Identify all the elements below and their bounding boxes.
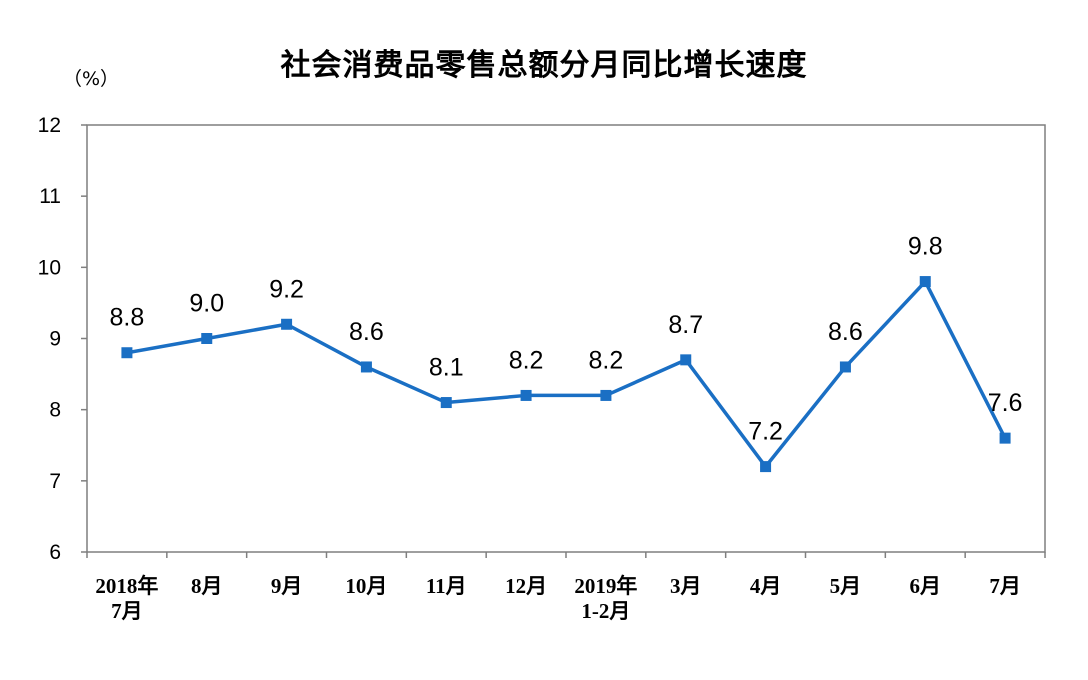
- data-point-marker: [281, 318, 293, 330]
- data-label: 9.8: [908, 233, 943, 261]
- data-label: 7.2: [748, 418, 783, 446]
- y-tick-label: 9: [49, 328, 61, 351]
- plot-area-border: [86, 124, 1046, 553]
- data-point-marker: [600, 389, 612, 401]
- data-label: 8.2: [589, 346, 624, 374]
- data-point-marker: [839, 361, 851, 373]
- x-tick-label: 7月: [111, 599, 143, 623]
- x-tick-label: 3月: [670, 574, 702, 598]
- data-point-marker: [760, 461, 772, 473]
- x-tick-label: 11月: [426, 574, 467, 598]
- data-label: 8.6: [828, 318, 863, 346]
- data-point-marker: [999, 432, 1011, 444]
- y-tick-label: 8: [49, 399, 61, 422]
- x-tick-label: 2018年: [95, 574, 158, 598]
- x-tick-label: 1-2月: [581, 599, 630, 623]
- data-label: 9.0: [189, 290, 224, 318]
- x-tick-label: 10月: [345, 574, 387, 598]
- data-label: 8.6: [349, 318, 384, 346]
- series-line: [126, 279, 1007, 469]
- data-point-marker: [680, 354, 692, 366]
- y-tick-label: 7: [49, 470, 61, 493]
- data-label: 8.2: [509, 346, 544, 374]
- y-tick-label: 10: [38, 256, 61, 279]
- data-label: 8.7: [668, 311, 703, 339]
- data-label: 9.2: [269, 275, 304, 303]
- x-tick-label: 6月: [910, 574, 942, 598]
- data-point-marker: [360, 361, 372, 373]
- data-series: 8.8 9.0 9.2 8.6 8.1 8.2 8.2 8.7 7.2 8.6 9.8 7.6: [110, 233, 1023, 473]
- y-tick-label: 12: [38, 114, 61, 137]
- x-tick-label: 4月: [750, 574, 782, 598]
- data-label: 8.1: [429, 354, 464, 382]
- y-axis: 6 7 8 9 10 11 12: [38, 114, 87, 564]
- data-label: 7.6: [988, 389, 1023, 417]
- chart-title: 社会消费品零售总额分月同比增长速度: [280, 48, 808, 83]
- y-tick-label: 11: [39, 185, 61, 208]
- data-point-marker: [440, 397, 452, 409]
- y-tick-label: 6: [49, 541, 61, 564]
- x-tick-label: 7月: [989, 574, 1021, 598]
- data-point-marker: [919, 276, 931, 288]
- x-tick-label: 12月: [505, 574, 547, 598]
- x-tick-label: 9月: [271, 574, 303, 598]
- data-point-marker: [201, 333, 213, 344]
- y-axis-unit-label: （%）: [63, 68, 120, 90]
- data-point-marker: [121, 347, 133, 359]
- data-label: 8.8: [110, 304, 145, 332]
- x-tick-label: 2019年: [574, 574, 637, 598]
- x-tick-label: 8月: [191, 574, 223, 598]
- data-point-marker: [520, 389, 532, 401]
- x-tick-label: 5月: [830, 574, 862, 598]
